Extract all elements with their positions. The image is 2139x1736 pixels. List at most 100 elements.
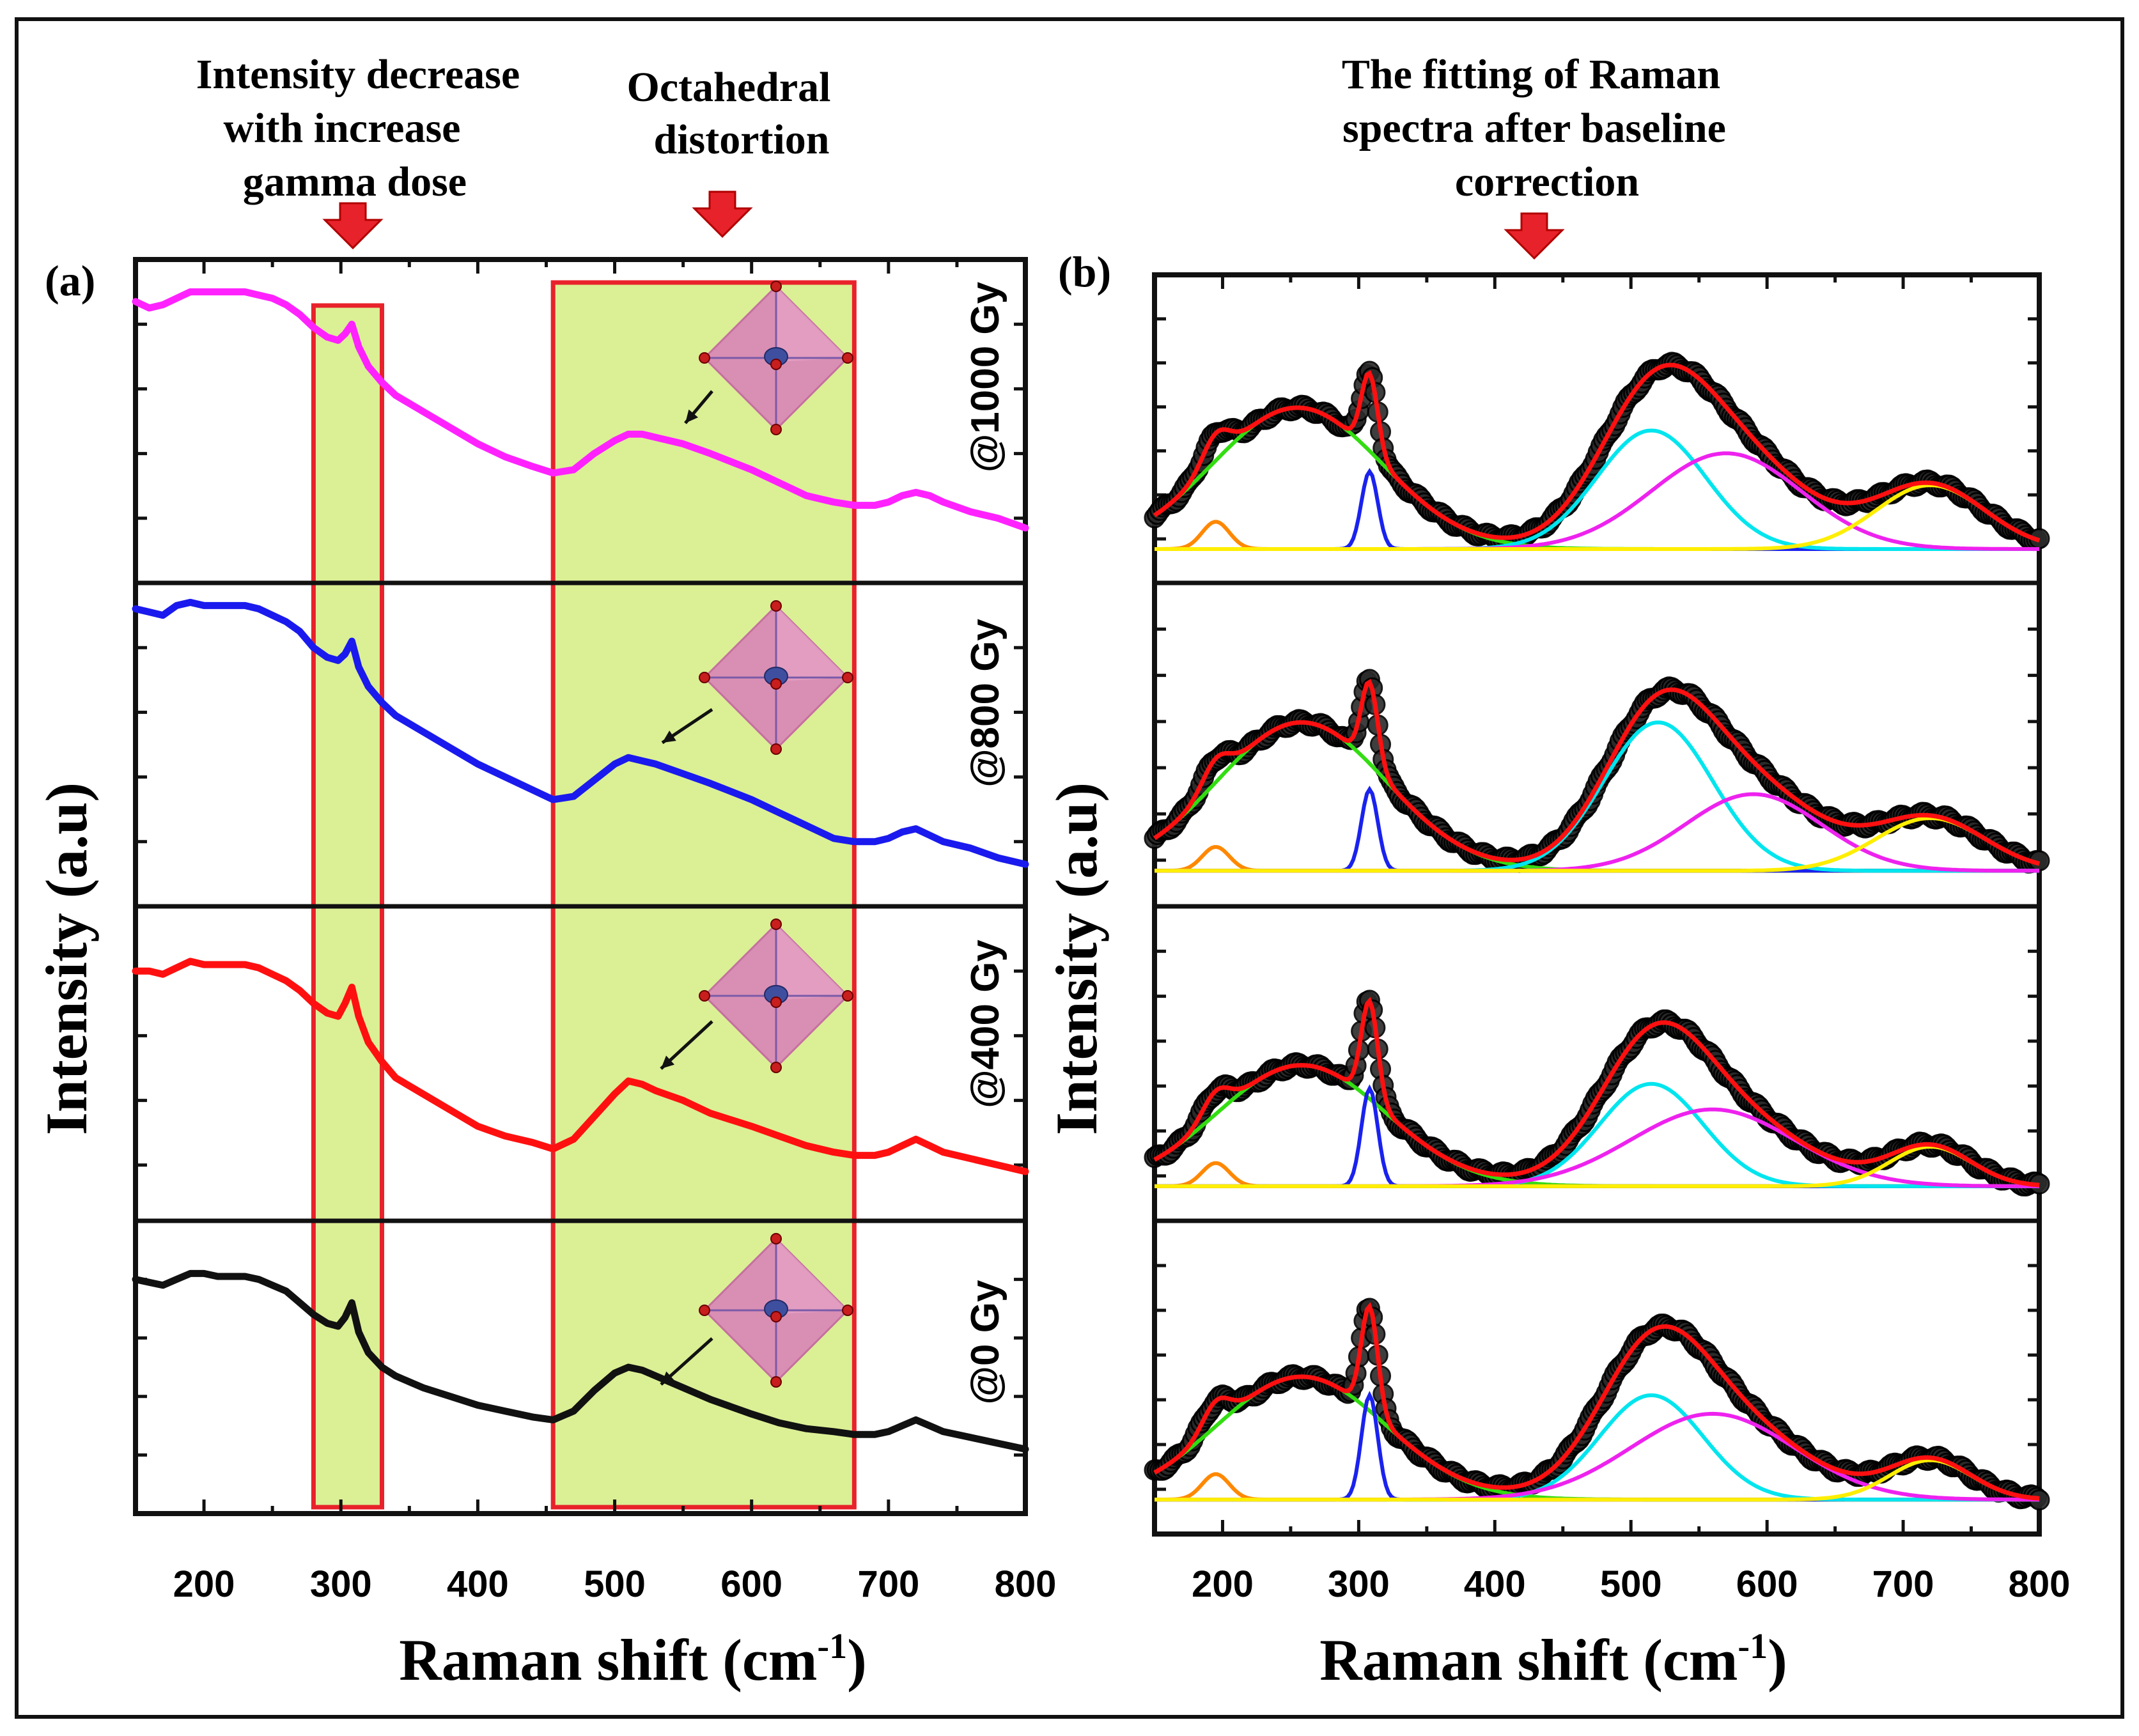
oxygen-atom [699,352,710,364]
annotation-octahedral: Octahedral distortion [627,64,831,238]
panel-b: 200 300 400 500 600 700 800 Intensity (a.u) Ra… [1044,272,2070,1693]
xtick-label-300: 300 [1328,1563,1390,1605]
xtick-label-400: 400 [1464,1563,1526,1605]
oxygen-atom [842,672,853,683]
xlabel-superscript: -1 [1738,1627,1768,1666]
panel-label-a: (a) [45,256,95,305]
oxygen-atom [770,281,782,292]
panel-a-frame [133,257,1028,1516]
oxygen-atom [770,359,782,370]
octahedron-facet [776,286,848,362]
octahedron-icon [699,281,853,435]
panel-a-axes [133,257,1028,1516]
oxygen-atom [770,678,782,690]
xtick-label-500: 500 [584,1563,646,1605]
dose-label-0: @1000 Gy [963,281,1007,472]
annotation-fitting: The fitting of Raman spectra after basel… [1342,51,1726,260]
spectrum-line-0 [132,288,1029,532]
down-arrow-icon [692,190,753,238]
oxygen-atom [699,990,710,1002]
oxygen-atom [770,1062,782,1073]
fit-component-720 [1155,483,2040,551]
oxygen-atom [699,672,710,683]
xtick-label-600: 600 [1736,1563,1798,1605]
xtick-label-800: 800 [2009,1563,2071,1605]
xlabel-text: Raman shift (cm [1319,1627,1738,1693]
annotation-line-1: Octahedral [627,64,831,111]
annotation-line-2: with increase [224,105,461,151]
spectrum-line-1 [132,598,1029,868]
xtick-label-500: 500 [1600,1563,1662,1605]
fit-panel-3 [1144,1298,2050,1511]
annotation-line-1: Intensity decrease [196,51,520,98]
oxygen-atom [842,1305,853,1316]
down-arrow-icon [1504,212,1565,260]
oxygen-atom [770,1311,782,1322]
xtick-label-800: 800 [995,1563,1057,1605]
panel-b-xlabel: Raman shift (cm-1) [1319,1627,1787,1693]
annotation-line-2: spectra after baseline [1342,105,1726,151]
dose-label-3: @0 Gy [963,1280,1007,1404]
xtick-label-400: 400 [447,1563,509,1605]
octahedron-icon [699,918,853,1073]
xtick-label-700: 700 [857,1563,919,1605]
oxygen-atom [699,1305,710,1316]
panel-a-dose-labels: @1000 Gy @800 Gy @400 Gy @0 Gy [963,281,1007,1404]
oxygen-atom [770,1233,782,1244]
oxygen-atom [770,743,782,755]
oxygen-atom [842,352,853,364]
xtick-label-200: 200 [173,1563,235,1605]
xtick-label-700: 700 [1872,1563,1934,1605]
oxygen-atom [770,424,782,435]
oxygen-atom [770,1376,782,1388]
pointer-arrowhead [661,1371,675,1384]
octahedron-facet [776,606,848,681]
panel-a: @1000 Gy @800 Gy @400 Gy @0 Gy 200 300 400 500… [34,257,1057,1693]
xlabel-close: ) [847,1627,867,1693]
panel-label-b: (b) [1058,247,1111,296]
xlabel-superscript: -1 [817,1627,847,1666]
pointer-arrowhead [662,731,676,743]
xlabel-close: ) [1768,1627,1787,1693]
xtick-label-300: 300 [310,1563,372,1605]
annotation-line-3: correction [1455,159,1639,205]
spectrum-line-3 [132,1269,1029,1453]
panel-a-xlabel: Raman shift (cm-1) [399,1627,866,1693]
panel-b-fits [1144,352,2050,1511]
octahedron-icon [699,600,853,755]
panel-a-xtick-labels: 200 300 400 500 600 700 800 [173,1563,1057,1605]
fit-component-720 [1155,1458,2040,1502]
pointer-arrowhead [685,409,699,423]
down-arrow-icon [322,202,384,250]
octahedron-facet [776,1239,848,1314]
fit-panel-1 [1144,669,2050,874]
fit-panel-2 [1144,989,2050,1197]
annotation-line-2: distortion [653,116,829,163]
panel-a-ylabel: Intensity (a.u) [34,782,99,1135]
pointer-arrowhead [661,1055,675,1069]
fit-total [1153,362,2041,543]
panel-b-xtick-labels: 200 300 400 500 600 700 800 [1192,1563,2070,1605]
oxygen-atom [770,600,782,612]
oxygen-atom [770,918,782,930]
annotation-intensity-decrease: Intensity decrease with increase gamma d… [196,51,520,250]
annotation-line-1: The fitting of Raman [1342,51,1720,98]
annotation-line-3: gamma dose [243,159,467,205]
octahedron-facet [776,924,848,1000]
fit-component-720 [1155,1144,2040,1188]
xlabel-text: Raman shift (cm [399,1627,817,1693]
fit-total [1153,679,2040,866]
panel-b-ylabel: Intensity (a.u) [1044,782,1109,1135]
xtick-label-200: 200 [1192,1563,1254,1605]
dose-label-1: @800 Gy [963,619,1007,787]
fit-panel-0 [1144,352,2050,552]
panel-a-spectra [132,288,1029,1453]
oxygen-atom [770,996,782,1008]
dose-label-2: @400 Gy [963,940,1007,1108]
fit-total [1153,1301,2040,1501]
spectrum-line-2 [132,957,1029,1175]
octahedra-group [660,281,853,1388]
xtick-label-600: 600 [720,1563,782,1605]
oxygen-atom [842,990,853,1002]
